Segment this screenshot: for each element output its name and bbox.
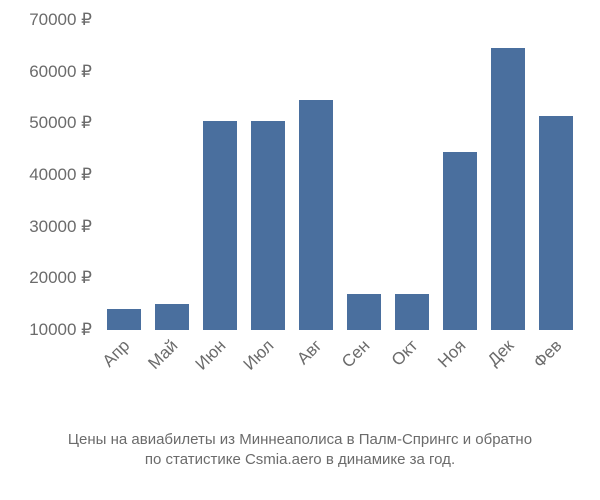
bar <box>251 121 285 330</box>
bar <box>155 304 189 330</box>
bar-slot <box>340 20 388 330</box>
y-tick-label: 70000 ₽ <box>29 10 92 30</box>
x-label-slot: Дек <box>484 336 532 416</box>
x-tick-label: Окт <box>388 336 422 370</box>
x-tick-label: Июл <box>240 336 279 375</box>
plot-area <box>100 20 580 330</box>
x-tick-label: Апр <box>99 336 134 371</box>
y-tick-label: 60000 ₽ <box>29 62 92 82</box>
x-axis-labels: АпрМайИюнИюлАвгСенОктНояДекФев <box>100 336 580 416</box>
x-label-slot: Ноя <box>436 336 484 416</box>
x-label-slot: Июл <box>244 336 292 416</box>
bar <box>203 121 237 330</box>
y-tick-label: 40000 ₽ <box>29 165 92 185</box>
x-tick-label: Авг <box>293 336 326 369</box>
x-label-slot: Авг <box>292 336 340 416</box>
x-label-slot: Май <box>148 336 196 416</box>
x-label-slot: Сен <box>340 336 388 416</box>
x-label-slot: Фев <box>532 336 580 416</box>
bar <box>395 294 429 330</box>
price-bar-chart: 10000 ₽ 20000 ₽ 30000 ₽ 40000 ₽ 50000 ₽ 60000… <box>0 0 600 500</box>
x-tick-label: Июн <box>192 336 230 374</box>
bar <box>539 116 573 330</box>
bar-slot <box>244 20 292 330</box>
bar-slot <box>100 20 148 330</box>
chart-caption: Цены на авиабилеты из Миннеаполиса в Пал… <box>0 430 600 471</box>
bar-slot <box>484 20 532 330</box>
bar <box>107 309 141 330</box>
bar <box>443 152 477 330</box>
bars-container <box>100 20 580 330</box>
bar <box>491 48 525 330</box>
x-tick-label: Сен <box>338 336 374 372</box>
x-tick-label: Дек <box>484 336 518 370</box>
caption-line-2: по статистике Csmia.aero в динамике за г… <box>0 450 600 470</box>
y-axis: 10000 ₽20000 ₽30000 ₽40000 ₽50000 ₽60000… <box>0 20 92 330</box>
bar <box>347 294 381 330</box>
bar-slot <box>532 20 580 330</box>
x-label-slot: Июн <box>196 336 244 416</box>
bar-slot <box>292 20 340 330</box>
bar-slot <box>148 20 196 330</box>
x-label-slot: Окт <box>388 336 436 416</box>
x-label-slot: Апр <box>100 336 148 416</box>
y-tick-label: 10000 ₽ <box>29 320 92 340</box>
y-tick-label: 50000 ₽ <box>29 113 92 133</box>
bar <box>299 100 333 330</box>
caption-line-1: Цены на авиабилеты из Миннеаполиса в Пал… <box>0 430 600 450</box>
x-tick-label: Фев <box>530 336 566 372</box>
y-tick-label: 20000 ₽ <box>29 268 92 288</box>
bar-slot <box>388 20 436 330</box>
bar-slot <box>436 20 484 330</box>
x-tick-label: Май <box>144 336 182 374</box>
y-tick-label: 30000 ₽ <box>29 217 92 237</box>
bar-slot <box>196 20 244 330</box>
x-tick-label: Ноя <box>434 336 470 372</box>
